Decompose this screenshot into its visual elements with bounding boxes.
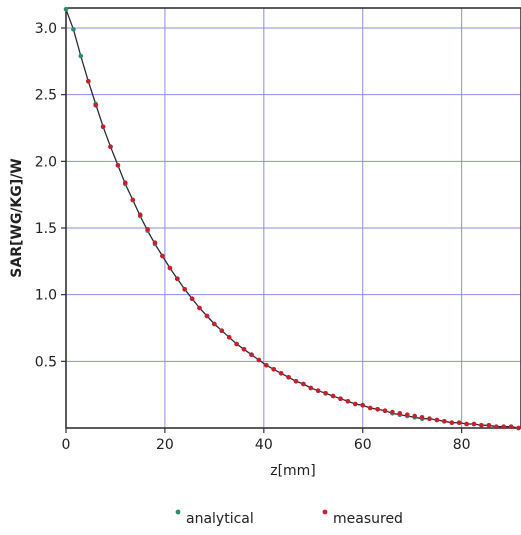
data-point-analytical	[71, 27, 76, 32]
x-tick-label: 60	[354, 437, 372, 453]
data-point-measured	[264, 363, 269, 368]
data-point-measured	[219, 328, 225, 334]
x-tick-label: 80	[453, 437, 471, 453]
data-point-analytical	[63, 7, 69, 12]
data-point-measured	[115, 163, 121, 168]
data-point-measured	[345, 399, 351, 404]
data-point-measured	[293, 379, 299, 384]
data-point-measured	[256, 357, 262, 363]
legend-label-analytical: analytical	[186, 511, 254, 527]
data-point-measured	[353, 401, 358, 407]
data-point-measured	[508, 424, 514, 430]
legend-marker-measured	[322, 509, 328, 515]
data-point-measured	[160, 253, 165, 259]
data-point-measured	[108, 144, 113, 149]
data-point-measured	[234, 341, 239, 347]
data-point-measured	[397, 411, 403, 416]
x-tick-label: 40	[255, 437, 273, 453]
data-point-measured	[442, 419, 447, 424]
data-point-measured	[323, 391, 328, 396]
data-point-measured	[308, 385, 314, 391]
x-tick-label: 20	[156, 437, 174, 453]
data-point-measured	[301, 381, 306, 387]
legend: analytical measured	[175, 509, 403, 527]
data-point-measured	[137, 212, 143, 217]
y-tick-label: 3.0	[35, 21, 57, 37]
data-point-measured	[204, 313, 210, 319]
grid-lines	[66, 8, 521, 428]
data-point-measured	[86, 79, 91, 84]
data-point-measured	[375, 407, 380, 412]
data-point-measured	[271, 367, 277, 372]
data-point-measured	[212, 321, 217, 327]
data-point-measured	[197, 305, 202, 311]
data-point-measured	[390, 409, 395, 415]
y-axis-ticks: 0.5 1.0 1.5 2.0 2.5 3.0	[35, 21, 66, 370]
y-tick-label: 0.5	[35, 354, 57, 370]
y-tick-label: 2.0	[35, 154, 57, 170]
data-point-measured	[145, 227, 150, 232]
data-point-measured	[315, 388, 321, 394]
data-point-measured	[249, 352, 254, 358]
data-point-measured	[130, 197, 136, 203]
data-point-measured	[167, 265, 173, 271]
data-point-measured	[427, 416, 432, 422]
y-axis-label: SAR[WG/KG]/W	[9, 158, 25, 277]
data-point-measured	[494, 424, 499, 430]
data-point-measured	[419, 415, 425, 420]
legend-label-measured: measured	[333, 511, 403, 527]
data-point-measured	[360, 403, 366, 408]
data-point-measured	[93, 103, 98, 108]
y-tick-label: 1.0	[35, 288, 57, 304]
y-tick-label: 1.5	[35, 221, 57, 237]
x-axis-ticks: 0 20 40 60 80	[62, 428, 471, 453]
data-point-measured	[286, 375, 291, 380]
data-point-measured	[123, 180, 128, 185]
x-tick-label: 0	[62, 437, 71, 453]
data-point-measured	[330, 393, 336, 399]
data-point-measured	[182, 287, 187, 292]
data-point-measured	[241, 347, 247, 352]
data-point-measured	[434, 417, 440, 423]
data-point-measured	[501, 424, 507, 430]
data-point-measured	[189, 296, 195, 302]
data-point-measured	[479, 423, 484, 428]
x-axis-label: z[mm]	[270, 463, 316, 479]
plot-frame	[65, 7, 521, 429]
data-point-measured	[412, 413, 418, 419]
data-point-measured	[486, 423, 492, 428]
data-point-measured	[226, 335, 232, 340]
data-point-measured	[367, 405, 373, 411]
data-point-measured	[175, 276, 180, 282]
data-point-analytical	[78, 53, 84, 59]
data-point-measured	[449, 420, 455, 426]
data-point-measured	[516, 425, 521, 431]
data-point-measured	[152, 240, 158, 245]
series-layer	[63, 7, 521, 431]
data-point-measured	[456, 420, 462, 426]
data-point-measured	[405, 412, 410, 418]
data-point-measured	[382, 408, 388, 414]
data-point-measured	[338, 396, 343, 402]
data-point-measured	[471, 421, 477, 427]
data-point-measured	[278, 371, 284, 376]
data-point-measured	[464, 421, 469, 427]
y-tick-label: 2.5	[35, 88, 57, 104]
legend-marker-analytical	[175, 509, 181, 515]
data-point-measured	[100, 124, 106, 129]
